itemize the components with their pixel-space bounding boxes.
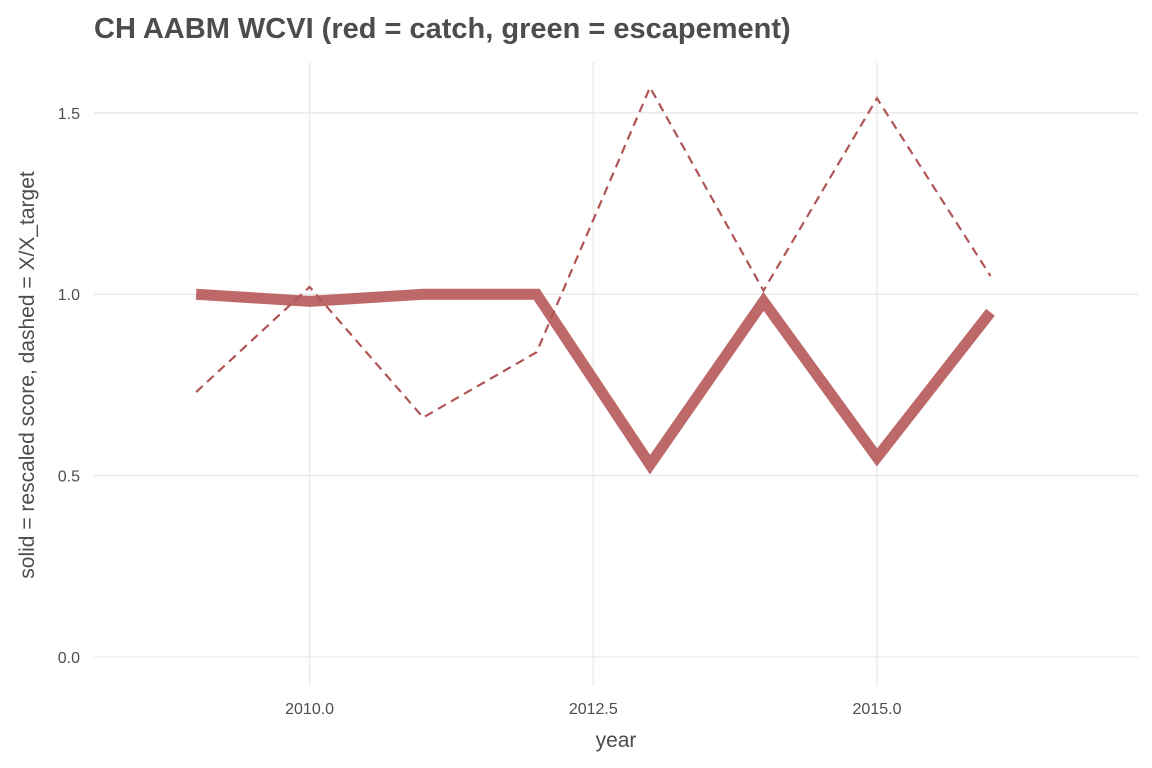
chart-title: CH AABM WCVI (red = catch, green = escap… bbox=[94, 13, 791, 45]
y-tick-labels: 0.0 0.5 1.0 1.5 bbox=[58, 106, 80, 667]
x-tick-label: 2012.5 bbox=[569, 701, 618, 718]
x-tick-labels: 2010.0 2012.5 2015.0 bbox=[285, 701, 901, 718]
y-tick-label: 0.5 bbox=[58, 469, 80, 486]
series-lines bbox=[195, 84, 995, 475]
y-tick-label: 1.0 bbox=[58, 287, 80, 304]
y-tick-label: 1.5 bbox=[58, 106, 80, 123]
y-tick-label: 0.0 bbox=[58, 650, 80, 667]
dashed-series-line bbox=[195, 84, 992, 419]
solid-series-line bbox=[195, 288, 995, 475]
x-axis-label: year bbox=[596, 729, 637, 752]
y-axis-label: solid = rescaled score, dashed = X/X_tar… bbox=[16, 171, 39, 579]
x-tick-label: 2010.0 bbox=[285, 701, 334, 718]
y-gridlines bbox=[94, 112, 1138, 658]
x-tick-label: 2015.0 bbox=[853, 701, 902, 718]
